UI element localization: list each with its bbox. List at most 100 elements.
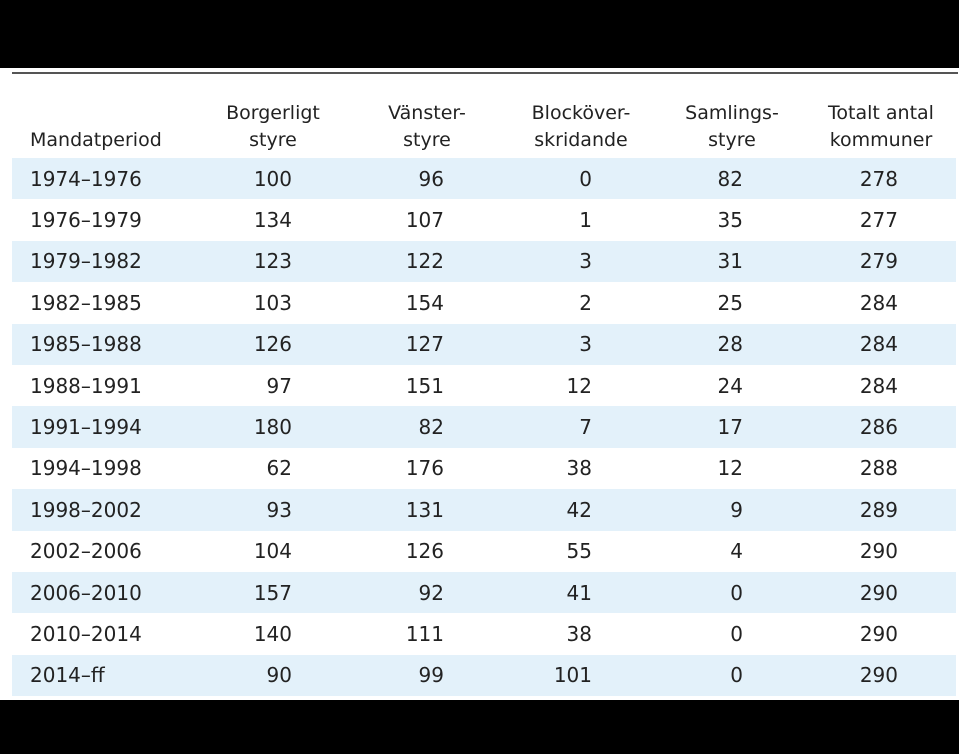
totalt-cell: 288 (859, 456, 898, 481)
period-cell: 1974–1976 (12, 158, 196, 200)
blockoverskridande-cell: 3 (504, 323, 658, 365)
totalt-cell: 284 (806, 323, 956, 365)
table-row: 1985–1988 126 127 3 28 284 (12, 323, 956, 365)
vanster-cell: 126 (405, 539, 444, 564)
blockoverskridande-cell: 3 (504, 240, 658, 283)
blockoverskridande-cell: 12 (566, 373, 592, 398)
blockoverskridande-cell: 38 (566, 456, 592, 481)
blockoverskridande-cell: 38 (566, 621, 592, 646)
borgerligt-cell: 103 (253, 290, 292, 315)
vanster-cell: 176 (405, 456, 444, 481)
period-cell: 1991–1994 (12, 406, 196, 448)
totalt-cell: 290 (859, 539, 898, 564)
period-cell: 1988–1991 (30, 373, 142, 398)
borgerligt-cell: 157 (196, 571, 350, 614)
top-rule (12, 72, 958, 74)
totalt-cell: 286 (806, 406, 956, 448)
borgerligt-cell: 180 (196, 406, 350, 448)
table-panel: Mandatperiod Borgerligt styre Vänster- s… (0, 68, 959, 700)
period-cell: 1976–1979 (30, 208, 142, 233)
table-row: 2014–ff 90 99 101 0 290 (12, 654, 956, 697)
header-row: Mandatperiod Borgerligt styre Vänster- s… (12, 90, 956, 158)
vanster-cell: 111 (405, 621, 444, 646)
blockoverskridande-cell: 1 (579, 208, 592, 233)
borgerligt-cell: 93 (196, 489, 350, 531)
totalt-cell: 284 (859, 290, 898, 315)
vanster-cell: 122 (350, 240, 504, 283)
vanster-cell: 154 (405, 290, 444, 315)
header-totalt-antal-kommuner: Totalt antal kommuner (828, 102, 934, 151)
vanster-cell: 127 (350, 323, 504, 365)
totalt-cell: 290 (806, 571, 956, 614)
municipal-governance-table: Mandatperiod Borgerligt styre Vänster- s… (12, 90, 956, 697)
totalt-cell: 284 (859, 373, 898, 398)
period-cell: 2006–2010 (12, 571, 196, 614)
table-row: 1991–1994 180 82 7 17 286 (12, 406, 956, 448)
borgerligt-cell: 126 (196, 323, 350, 365)
samlings-cell: 12 (717, 456, 743, 481)
table-row: 2006–2010 157 92 41 0 290 (12, 571, 956, 614)
period-cell: 1979–1982 (12, 240, 196, 283)
totalt-cell: 290 (806, 654, 956, 697)
totalt-cell: 277 (859, 208, 898, 233)
borgerligt-cell: 104 (253, 539, 292, 564)
borgerligt-cell: 62 (266, 456, 292, 481)
totalt-cell: 278 (806, 158, 956, 200)
samlings-cell: 35 (717, 208, 743, 233)
table-row: 1982–1985 103 154 2 25 284 (12, 282, 956, 323)
borgerligt-cell: 97 (266, 373, 292, 398)
table-row: 1974–1976 100 96 0 82 278 (12, 158, 956, 200)
header-samlingsstyre: Samlings- styre (685, 102, 779, 151)
samlings-cell: 0 (658, 654, 806, 697)
samlings-cell: 82 (658, 158, 806, 200)
period-cell: 1994–1998 (30, 456, 142, 481)
period-cell: 2010–2014 (30, 621, 142, 646)
samlings-cell: 24 (717, 373, 743, 398)
blockoverskridande-cell: 7 (504, 406, 658, 448)
borgerligt-cell: 90 (196, 654, 350, 697)
header-vanster-styre: Vänster- styre (388, 102, 466, 151)
blockoverskridande-cell: 2 (579, 290, 592, 315)
samlings-cell: 0 (730, 621, 743, 646)
period-cell: 1998–2002 (12, 489, 196, 531)
header-borgerligt-styre: Borgerligt styre (226, 102, 320, 151)
blockoverskridande-cell: 41 (504, 571, 658, 614)
table-row: 2002–2006 104 126 55 4 290 (12, 531, 956, 572)
blockoverskridande-cell: 42 (504, 489, 658, 531)
totalt-cell: 290 (859, 621, 898, 646)
vanster-cell: 151 (405, 373, 444, 398)
header-blockoverskridande: Blocköver- skridande (531, 102, 631, 151)
vanster-cell: 96 (350, 158, 504, 200)
borgerligt-cell: 134 (253, 208, 292, 233)
vanster-cell: 107 (405, 208, 444, 233)
samlings-cell: 9 (658, 489, 806, 531)
samlings-cell: 25 (717, 290, 743, 315)
borgerligt-cell: 100 (196, 158, 350, 200)
vanster-cell: 92 (350, 571, 504, 614)
period-cell: 1985–1988 (12, 323, 196, 365)
vanster-cell: 82 (350, 406, 504, 448)
period-cell: 2014–ff (12, 654, 196, 697)
table-row: 2010–2014 140 111 38 0 290 (12, 613, 956, 654)
borgerligt-cell: 140 (253, 621, 292, 646)
header-mandatperiod: Mandatperiod (30, 129, 162, 151)
table-row: 1998–2002 93 131 42 9 289 (12, 489, 956, 531)
samlings-cell: 31 (658, 240, 806, 283)
period-cell: 1982–1985 (30, 290, 142, 315)
borgerligt-cell: 123 (196, 240, 350, 283)
totalt-cell: 289 (806, 489, 956, 531)
samlings-cell: 4 (730, 539, 743, 564)
table-row: 1988–1991 97 151 12 24 284 (12, 365, 956, 406)
table-row: 1994–1998 62 176 38 12 288 (12, 448, 956, 489)
table-row: 1976–1979 134 107 1 35 277 (12, 199, 956, 240)
samlings-cell: 0 (658, 571, 806, 614)
blockoverskridande-cell: 101 (504, 654, 658, 697)
totalt-cell: 279 (806, 240, 956, 283)
samlings-cell: 17 (658, 406, 806, 448)
table-body: 1974–1976 100 96 0 82 278 1976–1979 134 107 1 35 27… (12, 158, 956, 697)
table-row: 1979–1982 123 122 3 31 279 (12, 240, 956, 283)
blockoverskridande-cell: 55 (566, 539, 592, 564)
vanster-cell: 99 (350, 654, 504, 697)
vanster-cell: 131 (350, 489, 504, 531)
samlings-cell: 28 (658, 323, 806, 365)
